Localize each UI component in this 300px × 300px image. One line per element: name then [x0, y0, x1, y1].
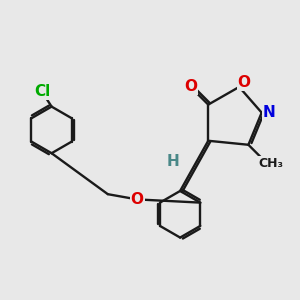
Text: O: O	[238, 75, 250, 90]
Text: Cl: Cl	[34, 84, 51, 99]
Text: H: H	[167, 154, 180, 169]
Text: O: O	[130, 192, 144, 207]
Text: N: N	[262, 105, 275, 120]
Text: O: O	[184, 79, 197, 94]
Text: CH₃: CH₃	[259, 157, 284, 170]
